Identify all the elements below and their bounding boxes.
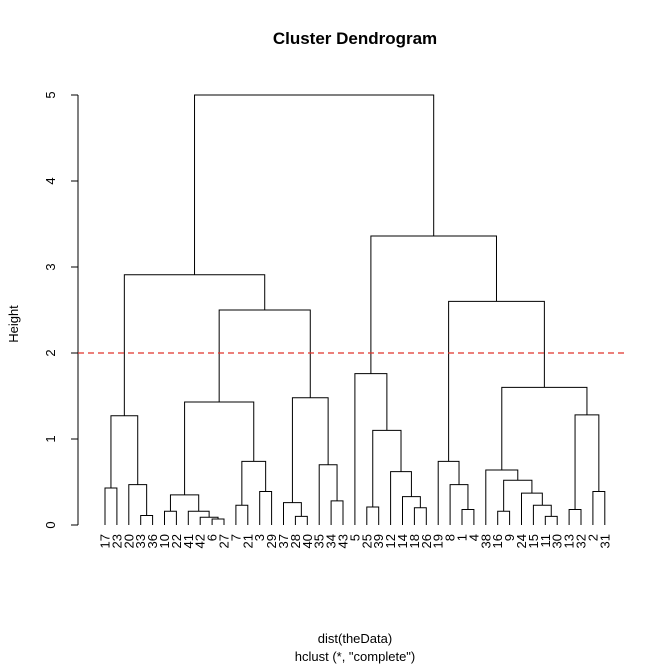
leaf-labels: 1723203336102241426277213293728403534435…: [98, 534, 613, 548]
leaf-label: 43: [336, 534, 351, 548]
leaf-label: 3: [252, 534, 267, 541]
leaf-label: 7: [228, 534, 243, 541]
y-tick-label: 3: [43, 263, 58, 270]
leaf-label: 1: [455, 534, 470, 541]
leaf-label: 25: [359, 534, 374, 548]
leaf-label: 37: [276, 534, 291, 548]
leaf-label: 6: [205, 534, 220, 541]
dendrogram-link: [354, 373, 388, 525]
leaf-label: 2: [585, 534, 600, 541]
dendrogram-link: [402, 496, 421, 525]
dendrogram-link: [574, 414, 600, 510]
leaf-label: 14: [395, 534, 410, 548]
dendrogram-link: [169, 494, 200, 512]
leaf-label: 32: [574, 534, 589, 548]
leaf-label: 18: [407, 534, 422, 548]
dendrogram-link: [123, 274, 266, 416]
leaf-label: 4: [466, 534, 481, 541]
leaf-label: 9: [502, 534, 517, 541]
leaf-label: 10: [157, 534, 172, 548]
dendrogram-link: [501, 386, 588, 470]
leaf-label: 42: [193, 534, 208, 548]
dendrogram-link: [497, 510, 511, 525]
dendrogram-link: [390, 471, 412, 525]
leaf-label: 39: [371, 534, 386, 548]
dendrogram-link: [184, 401, 255, 495]
leaf-label: 30: [550, 534, 565, 548]
leaf-label: 21: [240, 534, 255, 548]
dendrogram-link: [291, 397, 329, 503]
dendrogram-link: [140, 515, 154, 525]
dendrogram-link: [461, 509, 475, 525]
dendrogram-links: [104, 94, 606, 525]
leaf-label: 35: [312, 534, 327, 548]
dendrogram-link: [104, 487, 118, 525]
y-tick-label: 0: [43, 521, 58, 528]
chart-title: Cluster Dendrogram: [273, 29, 437, 48]
dendrogram-link: [259, 490, 273, 525]
dendrogram-link: [448, 300, 545, 462]
dendrogram-link: [568, 509, 582, 525]
leaf-label: 27: [217, 534, 232, 548]
dendrogram-link: [437, 460, 460, 525]
leaf-label: 11: [538, 534, 553, 548]
dendrogram-link: [330, 500, 344, 525]
leaf-label: 12: [383, 534, 398, 548]
y-tick-label: 1: [43, 435, 58, 442]
leaf-label: 5: [347, 534, 362, 541]
dendrogram-link: [218, 309, 311, 403]
dendrogram-link: [318, 464, 338, 525]
leaf-label: 29: [264, 534, 279, 548]
chart-subtitle: hclust (*, "complete"): [295, 649, 416, 664]
dendrogram-link: [544, 515, 558, 525]
leaf-label: 19: [431, 534, 446, 548]
leaf-label: 20: [121, 534, 136, 548]
dendrogram-link: [235, 504, 249, 525]
dendrogram-link: [211, 518, 225, 525]
leaf-label: 34: [324, 534, 339, 548]
leaf-label: 23: [109, 534, 124, 548]
leaf-label: 31: [597, 534, 612, 548]
dendrogram-link: [194, 94, 435, 275]
leaf-label: 22: [169, 534, 184, 548]
x-axis-label: dist(theData): [318, 631, 392, 646]
leaf-label: 24: [514, 534, 529, 548]
dendrogram-link: [503, 479, 533, 512]
leaf-label: 13: [562, 534, 577, 548]
dendrogram-link: [366, 506, 380, 525]
dendrogram-link: [449, 484, 469, 525]
y-axis-label: Height: [6, 305, 21, 343]
dendrogram-link: [294, 515, 308, 525]
dendrogram-link: [413, 507, 427, 525]
dendrogram-link: [485, 469, 519, 525]
y-tick-label: 4: [43, 177, 58, 184]
dendrogram-link: [187, 510, 210, 525]
leaf-label: 8: [443, 534, 458, 541]
leaf-label: 36: [145, 534, 160, 548]
y-axis: 0 1 2 3 4 5: [43, 91, 79, 529]
dendrogram-link: [592, 490, 606, 525]
dendrogram-link: [532, 504, 552, 525]
leaf-label: 40: [300, 534, 315, 548]
dendrogram-link: [241, 460, 267, 506]
dendrogram-link: [199, 516, 219, 525]
leaf-label: 38: [478, 534, 493, 548]
dendrogram-link: [128, 484, 148, 525]
dendrogram-link: [521, 492, 543, 525]
leaf-label: 17: [98, 534, 113, 548]
y-tick-label: 5: [43, 91, 58, 98]
dendrogram-link: [164, 510, 177, 525]
leaf-label: 33: [133, 534, 148, 548]
dendrogram-link: [110, 415, 139, 489]
leaf-label: 15: [526, 534, 541, 548]
leaf-label: 26: [419, 534, 434, 548]
dendrogram-link: [372, 429, 402, 507]
dendrogram-link: [283, 502, 302, 525]
y-tick-label: 2: [43, 349, 58, 356]
leaf-label: 41: [181, 534, 196, 548]
leaf-label: 16: [490, 534, 505, 548]
leaf-label: 28: [288, 534, 303, 548]
